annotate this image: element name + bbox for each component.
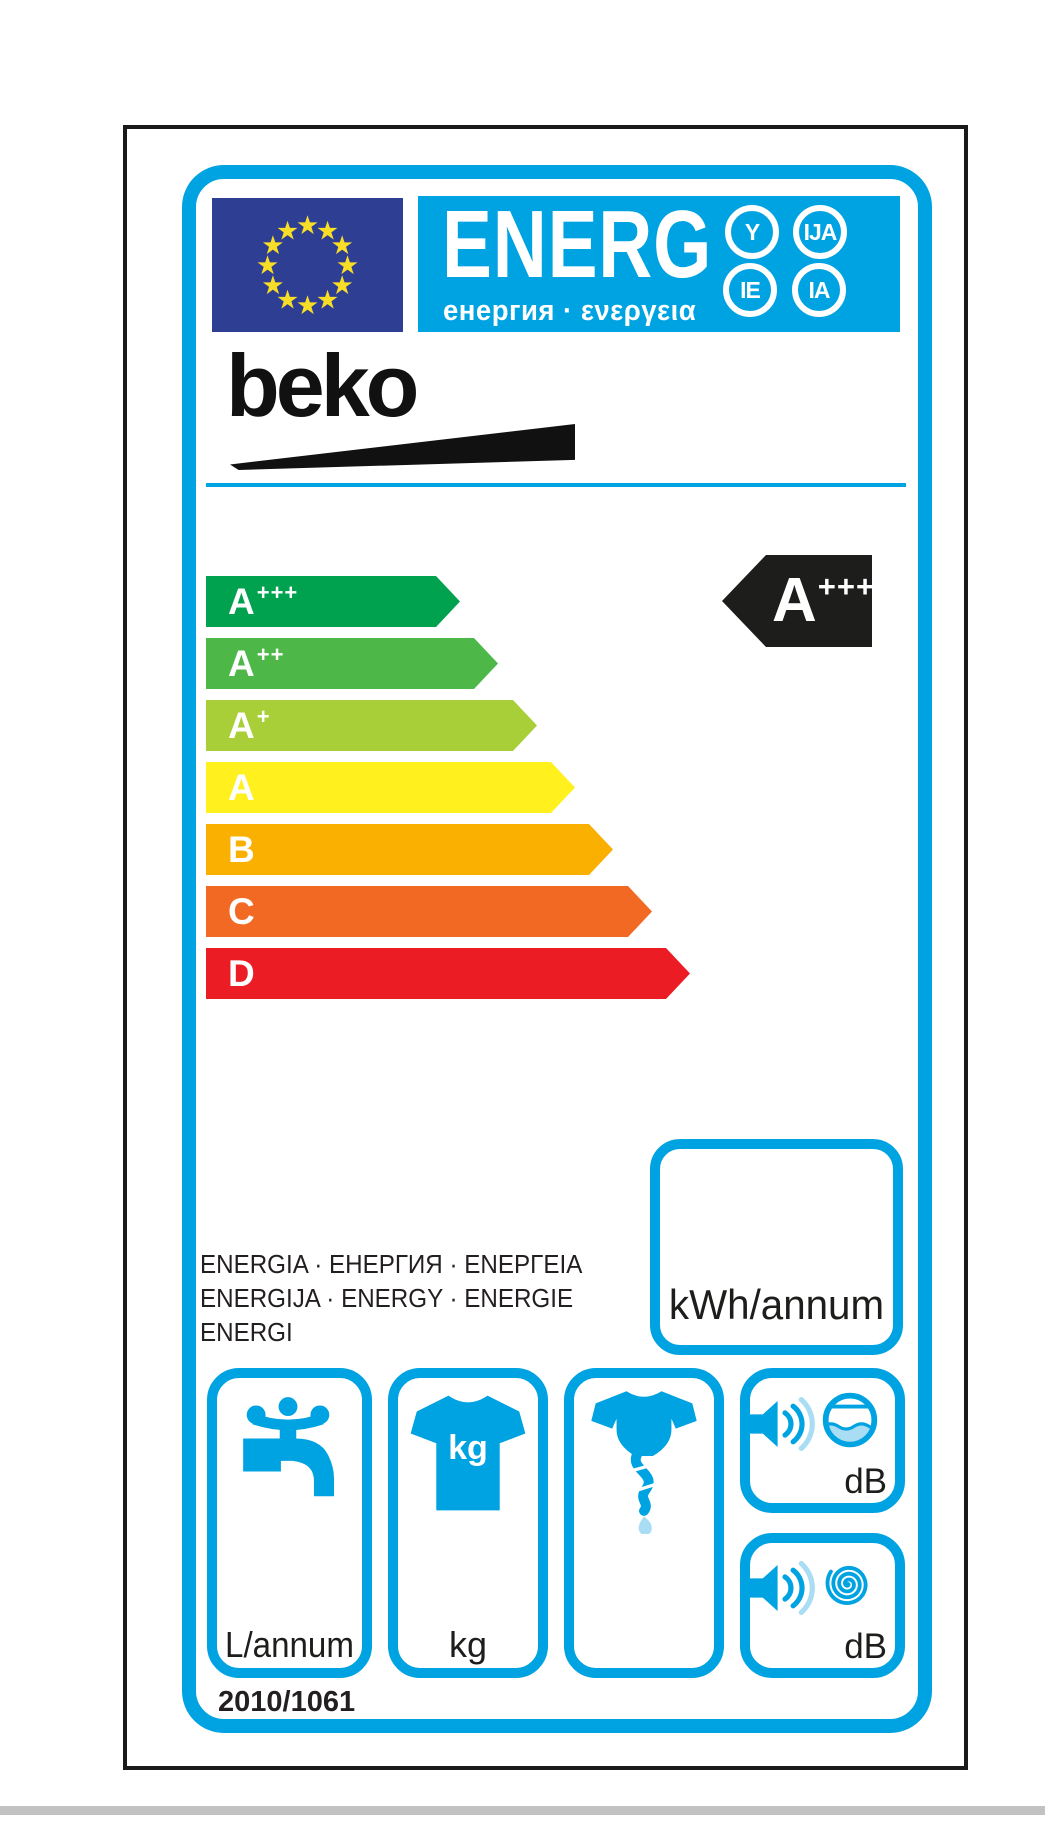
noise-washing-box xyxy=(740,1368,905,1513)
energia-line: ENERGIA · ЕНЕРГИЯ · ENEPΓEIA xyxy=(200,1249,583,1279)
noise-spinning-box xyxy=(740,1533,905,1678)
page-edge-strip xyxy=(0,1806,1045,1815)
energy-unit-label: kWh/annum xyxy=(668,1281,885,1328)
speaker-icon xyxy=(748,1392,822,1456)
energia-line: ENERGI xyxy=(200,1317,293,1347)
svg-text:★: ★ xyxy=(276,216,299,246)
tshirt-icon: kg xyxy=(406,1392,530,1514)
rating-arrow-A+++: A +++ xyxy=(206,576,460,627)
selected-rating-letter: A xyxy=(772,566,817,635)
selected-rating-sup: +++ xyxy=(817,568,876,604)
energy-header-band: ENERG енергия · ενεργεια Y IJA IE IA xyxy=(418,196,900,332)
rating-scale: A +++ A ++ A + A B C D xyxy=(206,576,706,1006)
svg-text:★: ★ xyxy=(316,216,339,246)
rating-arrow-A++: A ++ xyxy=(206,638,498,689)
spin-noise-spiral-icon xyxy=(816,1552,880,1616)
drum-water-icon xyxy=(818,1388,882,1452)
energy-label-border xyxy=(182,165,932,1733)
water-unit-label: L/annum xyxy=(225,1624,354,1665)
energ-subtitle: енергия · ενεργεια xyxy=(443,295,697,327)
energ-suffix-badge-IA: IA xyxy=(792,263,846,317)
divider-line xyxy=(206,483,906,487)
noise-washing-unit-label: dB xyxy=(844,1462,887,1501)
energy-consumption-box: kWh/annum xyxy=(650,1139,903,1355)
svg-text:★: ★ xyxy=(336,251,359,281)
svg-text:★: ★ xyxy=(256,251,279,281)
energia-line: ENERGIJA · ENERGY · ENERGIE xyxy=(200,1283,574,1313)
svg-text:★: ★ xyxy=(330,231,353,261)
rating-arrow-A+: A + xyxy=(206,700,537,751)
speaker-icon xyxy=(748,1556,822,1620)
spin-dry-icon xyxy=(589,1388,699,1534)
energ-suffix-badge-Y: Y xyxy=(725,205,779,259)
capacity-unit-label: kg xyxy=(448,1624,488,1665)
regulation-number: 2010/1061 xyxy=(218,1686,356,1718)
svg-text:★: ★ xyxy=(261,271,284,301)
rating-arrow-D: D xyxy=(206,948,690,999)
brand-logo: beko xyxy=(226,336,419,435)
rating-arrow-A: A xyxy=(206,762,575,813)
svg-text:★: ★ xyxy=(316,286,339,316)
svg-text:★: ★ xyxy=(261,231,284,261)
tap-icon xyxy=(229,1396,347,1514)
svg-text:★: ★ xyxy=(330,271,353,301)
svg-text:★: ★ xyxy=(276,286,299,316)
svg-text:★: ★ xyxy=(296,211,319,241)
energia-multilingual-text: ENERGIA · ЕНЕРГИЯ · ENEPΓEIA ENERGIJA · … xyxy=(200,1247,591,1349)
energ-suffix-badge-IE: IE xyxy=(723,263,777,317)
energ-suffix-badge-IJA: IJA xyxy=(793,205,847,259)
energ-word: ENERG xyxy=(442,191,713,298)
eu-flag-icon: ★ ★ ★ ★ ★ ★ ★ ★ ★ ★ ★ ★ xyxy=(212,198,403,332)
rating-arrow-B: B xyxy=(206,824,613,875)
rating-arrow-C: C xyxy=(206,886,652,937)
noise-spinning-unit-label: dB xyxy=(844,1627,887,1666)
tshirt-kg-label: kg xyxy=(448,1429,488,1467)
svg-text:★: ★ xyxy=(296,291,319,321)
